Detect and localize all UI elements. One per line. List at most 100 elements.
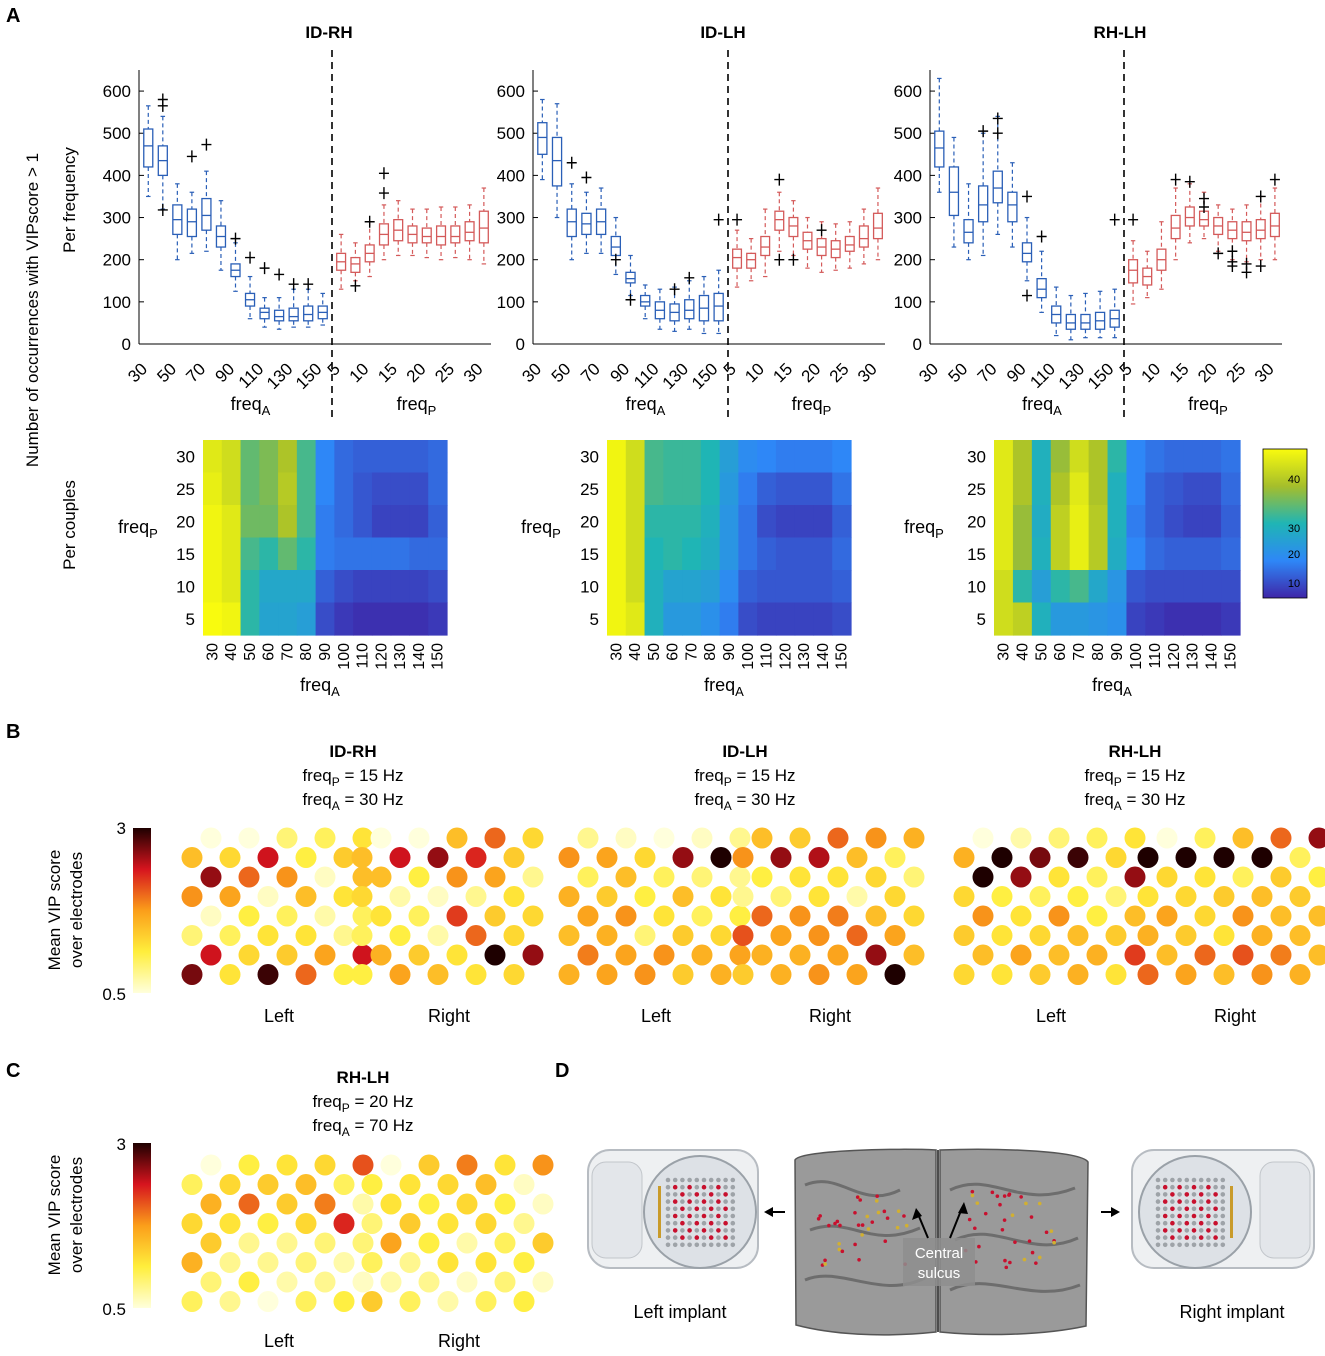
implant-contact xyxy=(665,1177,671,1183)
electrode-dot xyxy=(295,886,317,907)
brain-electrode-dot xyxy=(1002,1194,1007,1198)
box xyxy=(858,225,869,248)
x-axis-label-freq-a-base: freq xyxy=(1022,394,1053,414)
electrode-dot xyxy=(351,886,373,907)
electrode-dot xyxy=(257,886,279,907)
electrode-dot xyxy=(219,886,241,907)
implant-contact xyxy=(1213,1228,1218,1233)
heatmap-cell xyxy=(1202,472,1222,506)
electrode-map-freq-p-part: freq xyxy=(312,1092,341,1111)
implant-contact xyxy=(1198,1235,1204,1240)
electrode-dot xyxy=(532,1271,554,1293)
heatmap-x-tick-label: 120 xyxy=(373,643,390,670)
electrode-dot xyxy=(653,905,675,927)
brain-electrode-dot xyxy=(973,1226,977,1231)
implant-contact xyxy=(1213,1177,1218,1183)
x-tick-label: 30 xyxy=(854,359,881,386)
heatmap-x-tick-label: 70 xyxy=(683,643,700,661)
electrode-dot xyxy=(691,944,713,966)
left-implant-grid xyxy=(658,1177,736,1248)
electrode-dot xyxy=(352,866,374,888)
electrode-dot xyxy=(446,905,468,927)
heatmap-cell xyxy=(1183,602,1203,636)
heatmap-cell xyxy=(315,537,335,571)
box-outlier xyxy=(259,262,270,275)
implant-contact xyxy=(723,1199,728,1204)
heatmap-cell xyxy=(625,440,646,474)
electrode-dot xyxy=(865,905,887,927)
implant-contact xyxy=(1177,1199,1182,1204)
electrode-map-freq-p-part: = 15 Hz xyxy=(1122,766,1186,785)
chart-title: ID-LH xyxy=(700,23,745,42)
heatmap-cell xyxy=(1126,537,1146,571)
box xyxy=(566,208,577,238)
implant-contact xyxy=(1213,1184,1218,1190)
electrode-dot xyxy=(884,964,906,985)
box-outlier xyxy=(378,167,389,180)
electrode-map-freq-p: freqP = 15 Hz xyxy=(1084,766,1185,789)
heatmap-cell xyxy=(813,440,833,474)
heatmap-y-tick-label: 10 xyxy=(967,577,986,596)
y-tick-label: 100 xyxy=(497,293,525,312)
implant-contact xyxy=(730,1192,736,1197)
x-tick-label: 5 xyxy=(720,359,740,379)
electrode-dot xyxy=(710,886,732,907)
box xyxy=(1170,214,1181,240)
implant-contact xyxy=(665,1228,671,1233)
box-outlier xyxy=(157,93,168,106)
electrode-map-freq-p-part: = 15 Hz xyxy=(732,766,796,785)
electrode-dot xyxy=(295,925,317,946)
heatmap-cell xyxy=(719,570,739,604)
electrode-dot xyxy=(399,1174,421,1195)
electrode-dot xyxy=(238,1193,260,1215)
implant-contact xyxy=(716,1213,721,1219)
heatmap-cell xyxy=(409,440,429,474)
electrode-dot xyxy=(903,866,925,888)
implant-contact xyxy=(1170,1228,1175,1233)
electrode-dot xyxy=(352,944,374,966)
heatmap-cell xyxy=(203,537,223,571)
heatmap-x-tick-label: 150 xyxy=(834,643,851,670)
x-tick-label: 110 xyxy=(630,359,663,392)
heatmap-cell xyxy=(221,440,242,474)
electrode-dot xyxy=(789,905,811,927)
heatmap-cell xyxy=(1031,472,1052,506)
x-axis-label-freq-p-base: freq xyxy=(1188,394,1219,414)
implant-contact xyxy=(1206,1206,1211,1212)
implant-contact xyxy=(1184,1228,1190,1233)
brain-electrode-dot xyxy=(970,1189,975,1194)
heatmap-cell xyxy=(794,602,815,636)
implant-contact xyxy=(672,1206,678,1212)
electrode-dot xyxy=(238,905,260,927)
brain-electrode-dot xyxy=(837,1247,842,1252)
electrode-dot xyxy=(1048,905,1070,927)
electrode-dot xyxy=(808,886,830,907)
electrode-dot xyxy=(370,866,392,888)
electrode-dot xyxy=(295,964,317,985)
heatmap-x-label-freq-a: freqA xyxy=(300,675,340,699)
brain-electrode-dot xyxy=(990,1190,995,1195)
heatmap-cell xyxy=(775,537,796,571)
electrode-map-freq-a-part: A xyxy=(724,799,732,813)
electrode-dot xyxy=(276,1232,298,1254)
x-tick-label: 15 xyxy=(769,359,796,386)
box xyxy=(303,305,314,322)
electrode-dot xyxy=(827,827,849,849)
implant-contact xyxy=(1191,1184,1197,1190)
electrode-dot xyxy=(751,827,773,849)
brain-electrode-dot xyxy=(896,1209,901,1213)
implant-contact xyxy=(1206,1228,1211,1233)
implant-contact xyxy=(1198,1220,1204,1226)
sulcus-label-line2: sulcus xyxy=(918,1265,961,1282)
electrode-dot xyxy=(200,1232,222,1254)
electrode-dot xyxy=(314,1154,336,1176)
electrode-dot xyxy=(672,886,694,907)
heatmap-cell xyxy=(607,537,627,571)
heatmap-x-label-freq-a: freqA xyxy=(1092,675,1132,699)
electrode-dot xyxy=(437,1291,459,1312)
implant-contact xyxy=(1162,1177,1168,1183)
electrode-dot xyxy=(827,905,849,927)
electrode-dot xyxy=(827,944,849,966)
implant-contact xyxy=(694,1242,700,1248)
